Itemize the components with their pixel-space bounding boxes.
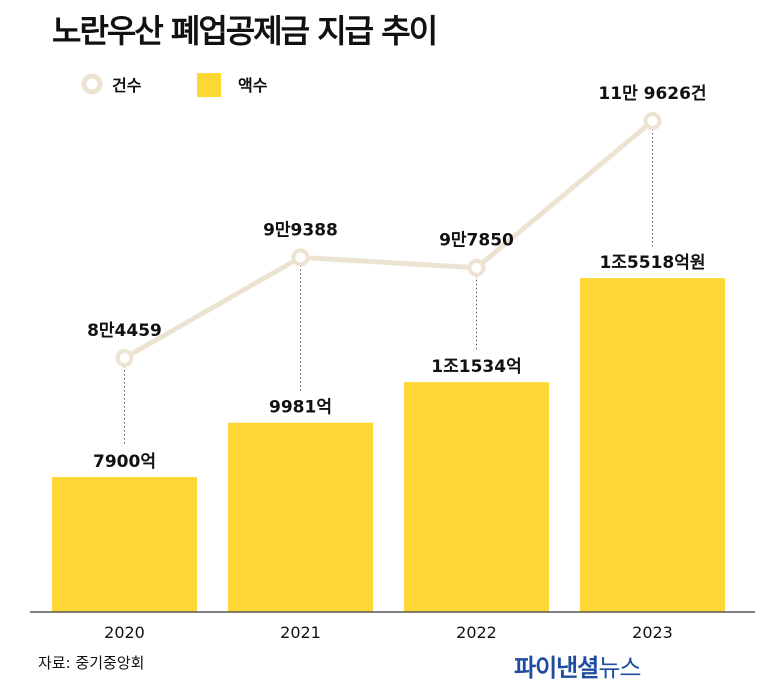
bar-2023: [580, 278, 725, 612]
bar-2020: [52, 477, 197, 612]
x-tick-2022: 2022: [456, 623, 497, 642]
bar-2021: [228, 422, 373, 612]
legend-count-label: 건수: [112, 76, 142, 95]
x-tick-2021: 2021: [280, 623, 321, 642]
x-tick-2020: 2020: [104, 623, 145, 642]
logo: 파이낸셜뉴스: [514, 648, 642, 683]
count-line: [123, 119, 655, 361]
source-note: 자료: 중기중앙회: [38, 654, 145, 672]
chart-title: 노란우산 폐업공제금 지급 추이: [52, 12, 438, 50]
count-label-2023: 11만 9626건: [598, 84, 706, 104]
bar-2022: [404, 382, 549, 612]
count-label-2021: 9만9388: [263, 220, 338, 240]
count-point-2020: [115, 349, 134, 367]
x-tick-2023: 2023: [632, 623, 673, 642]
count-label-2022: 9만7850: [439, 231, 514, 251]
bar-label-2020: 7900억: [93, 452, 156, 472]
bar-label-2021: 9981억: [269, 398, 332, 418]
count-point-2021: [291, 248, 310, 267]
count-point-2022: [467, 258, 486, 277]
count-label-2020: 8만4459: [87, 321, 162, 341]
legend-amount-marker: [197, 73, 221, 97]
count-point-2023: [643, 111, 662, 130]
logo-bold: 파이낸셜: [514, 654, 599, 682]
bar-label-2023: 1조5518억원: [599, 253, 705, 273]
bar-label-2022: 1조1534억: [431, 357, 521, 377]
legend-count-marker: [81, 73, 103, 95]
legend-amount-label: 액수: [238, 76, 268, 95]
logo-light: 뉴스: [598, 654, 641, 682]
